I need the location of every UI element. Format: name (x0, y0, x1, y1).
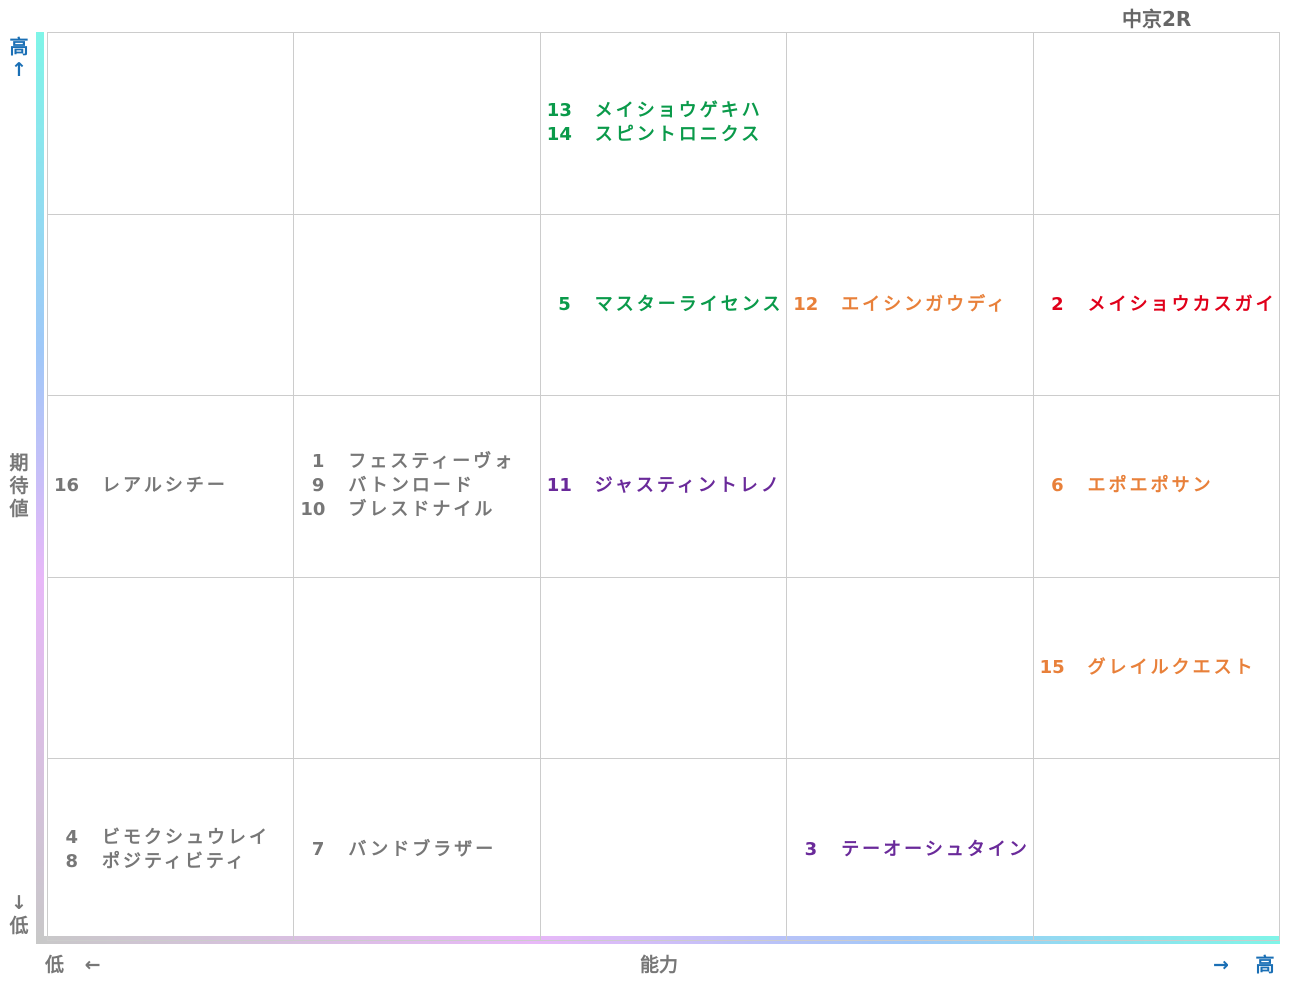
entry: 15 グレイルクエスト (1040, 656, 1279, 680)
entry-name: スピントロニクス (594, 124, 763, 146)
entry: 9 バトンロード (300, 474, 539, 498)
entry-number: 15 (1039, 657, 1065, 679)
entry-name: ジャスティントレノ (594, 475, 782, 497)
entry: 6 エポエポサン (1040, 474, 1279, 498)
entry-number: 8 (65, 850, 78, 872)
cell (47, 32, 295, 215)
entry-name: エイシンガウディ (841, 293, 1008, 315)
entry: 8 ポジティビティ (54, 850, 293, 874)
cell (47, 576, 295, 760)
entry-number: 10 (300, 499, 326, 521)
entry-number: 7 (311, 838, 325, 860)
cell (539, 576, 788, 760)
cell: 6 エポエポサン (1032, 395, 1280, 578)
cell: 2 メイショウカスガイ (1032, 213, 1280, 397)
entry-name: マスターライセンス (594, 293, 784, 315)
cell: 5 マスターライセンス (539, 213, 788, 397)
entry-number: 14 (546, 124, 572, 146)
cell (293, 32, 541, 215)
entry-number: 12 (793, 293, 819, 315)
entry: 11 ジャスティントレノ (547, 474, 786, 498)
cell: 12 エイシンガウディ (786, 213, 1034, 397)
y-axis-bar (36, 32, 44, 944)
entry: 10 ブレスドナイル (300, 498, 539, 522)
cell: 4 ビモクシュウレイ 8 ポジティビティ (47, 758, 295, 941)
entry: 7 バンドブラザー (300, 838, 539, 862)
entry-number: 13 (546, 100, 572, 122)
entry: 2 メイショウカスガイ (1040, 293, 1279, 317)
entry: 3 テーオーシュタイン (793, 838, 1032, 862)
entry-number: 11 (546, 475, 572, 497)
cell (1032, 758, 1280, 941)
y-axis-high: 高↑ (9, 36, 29, 81)
y-axis-low: ↓低 (9, 892, 29, 937)
cell: 7 バンドブラザー (293, 758, 541, 941)
cell (786, 395, 1034, 578)
cell (539, 758, 788, 941)
x-axis-low: 低 ← (45, 954, 101, 976)
cell (293, 213, 541, 397)
x-axis-label: 能力 (640, 954, 679, 976)
entry-number: 2 (1051, 293, 1064, 315)
cell (1032, 32, 1280, 215)
entry-name: ポジティビティ (102, 850, 247, 872)
entry-name: レアルシチー (102, 475, 228, 497)
entry-number: 3 (804, 838, 818, 860)
entry-number: 4 (65, 826, 78, 848)
cell (786, 576, 1034, 760)
entry: 14 スピントロニクス (547, 123, 786, 147)
entry: 1 フェスティーヴォ (300, 450, 539, 474)
entry-name: バンドブラザー (348, 838, 497, 860)
cell: 11 ジャスティントレノ (539, 395, 788, 578)
entry-name: バトンロード (348, 475, 475, 497)
cell (293, 576, 541, 760)
title: 中京2R (1122, 7, 1192, 31)
entry-name: グレイルクエスト (1087, 657, 1256, 679)
entry-number: 5 (558, 293, 571, 315)
cell (47, 213, 295, 397)
entry-number: 6 (1051, 475, 1064, 497)
entry: 16 レアルシチー (54, 474, 293, 498)
entry-name: ブレスドナイル (348, 499, 496, 521)
entry-number: 9 (311, 475, 325, 497)
entry-number: 1 (311, 451, 325, 473)
cell: 15 グレイルクエスト (1032, 576, 1280, 760)
cell: 13 メイショウゲキハ 14 スピントロニクス (539, 32, 788, 215)
entry-name: エポエポサン (1087, 475, 1214, 497)
entry-name: メイショウカスガイ (1087, 293, 1277, 315)
cell (786, 32, 1034, 215)
entry-name: フェスティーヴォ (348, 451, 516, 473)
cell: 1 フェスティーヴォ 9 バトンロード 10 ブレスドナイル (293, 395, 541, 578)
cell: 3 テーオーシュタイン (786, 758, 1034, 941)
entry: 5 マスターライセンス (547, 293, 786, 317)
entry: 4 ビモクシュウレイ (54, 826, 293, 850)
entry: 13 メイショウゲキハ (547, 99, 786, 123)
entry-name: ビモクシュウレイ (102, 826, 270, 848)
entry-name: メイショウゲキハ (594, 100, 763, 122)
entry-name: テーオーシュタイン (841, 838, 1030, 860)
entry-number: 16 (54, 475, 80, 497)
x-axis-high: → 高 (1213, 954, 1275, 976)
y-axis-label: 期待値 (9, 452, 29, 520)
entry: 12 エイシンガウディ (793, 293, 1032, 317)
cell: 16 レアルシチー (47, 395, 295, 578)
